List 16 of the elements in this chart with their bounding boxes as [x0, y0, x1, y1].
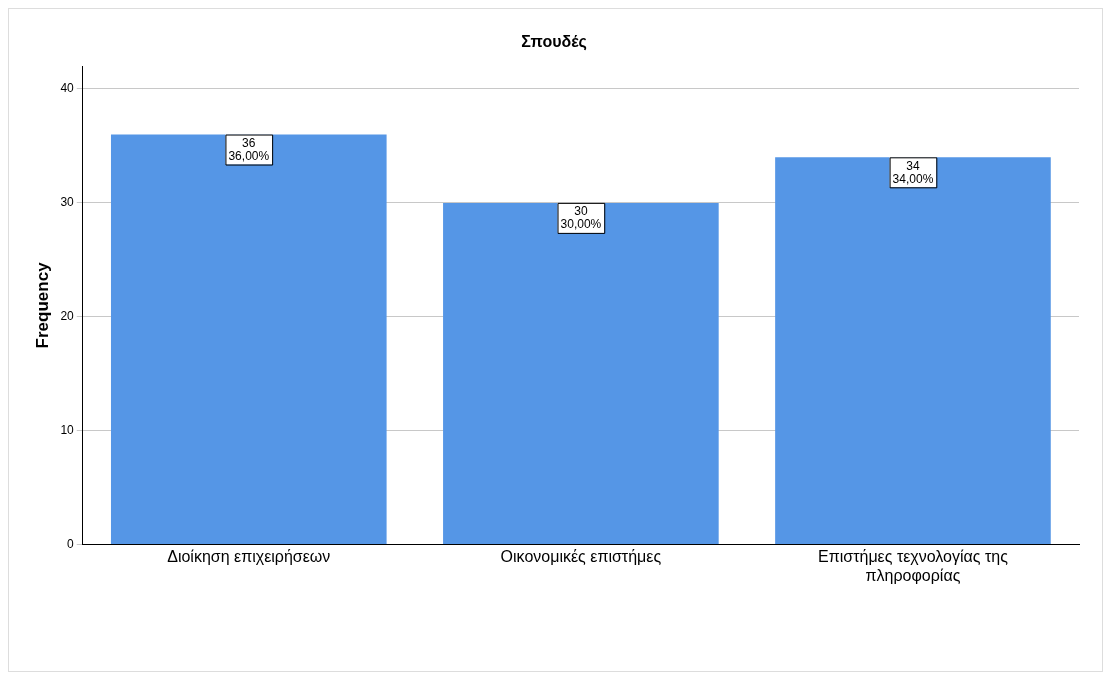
data-label: 30 30,00%: [560, 204, 602, 232]
y-axis-title: Frequency: [32, 261, 52, 349]
bar: [110, 134, 387, 545]
x-tick-label: Επιστήμες τεχνολογίας της πληροφορίας: [818, 547, 1009, 584]
y-tick-label: 30: [60, 195, 75, 210]
y-tick-label: 40: [60, 81, 75, 96]
y-tick-label: 0: [67, 536, 75, 551]
chart-title: Σπουδές: [521, 33, 587, 52]
bar: [775, 157, 1051, 545]
y-tick-label: 10: [60, 423, 75, 438]
x-tick-label: Οικονομικές επιστήμες: [500, 547, 662, 565]
data-label: 34 34,00%: [892, 158, 934, 186]
y-tick-label: 20: [60, 309, 75, 324]
x-tick-label: Διοίκηση επιχειρήσεων: [167, 547, 331, 565]
bar: [443, 202, 719, 545]
data-label: 36 36,00%: [228, 135, 270, 163]
